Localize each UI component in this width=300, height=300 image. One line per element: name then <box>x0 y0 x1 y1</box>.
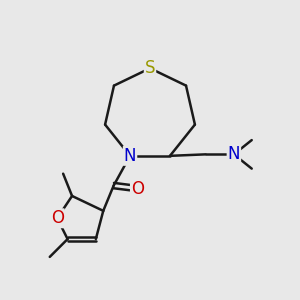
Text: S: S <box>145 59 155 77</box>
Text: N: N <box>228 146 240 164</box>
Text: O: O <box>131 179 144 197</box>
Text: O: O <box>51 209 64 227</box>
Text: N: N <box>124 147 136 165</box>
